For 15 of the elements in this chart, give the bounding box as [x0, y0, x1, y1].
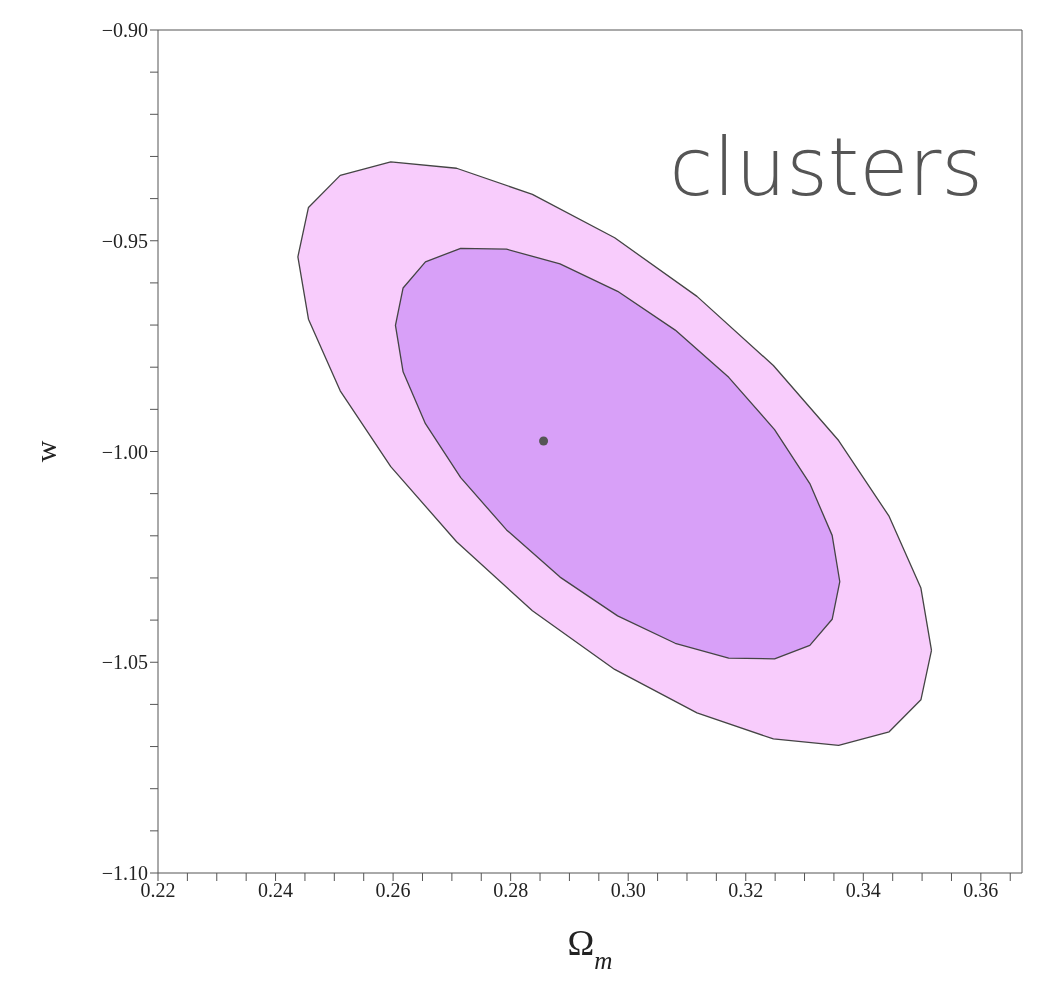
x-tick-label: 0.30 — [610, 879, 646, 902]
x-tick-label: 0.34 — [845, 879, 881, 902]
x-axis-title: Ω$_{m}$ — [567, 923, 613, 974]
annotation: clusters — [669, 121, 983, 214]
y-tick-label: −1.00 — [101, 440, 148, 463]
y-tick-label: −1.05 — [101, 651, 148, 674]
x-tick-label: 0.26 — [375, 879, 411, 902]
x-tick-label: 0.28 — [493, 879, 529, 902]
y-axis-title: w — [29, 440, 62, 463]
x-tick-label: 0.36 — [963, 879, 999, 902]
x-tick-label: 0.32 — [728, 879, 764, 902]
x-tick-label: 0.24 — [258, 879, 294, 902]
y-tick-label: −0.90 — [101, 19, 148, 42]
x-tick-label: 0.22 — [140, 879, 176, 902]
y-tick-label: −0.95 — [101, 229, 148, 252]
